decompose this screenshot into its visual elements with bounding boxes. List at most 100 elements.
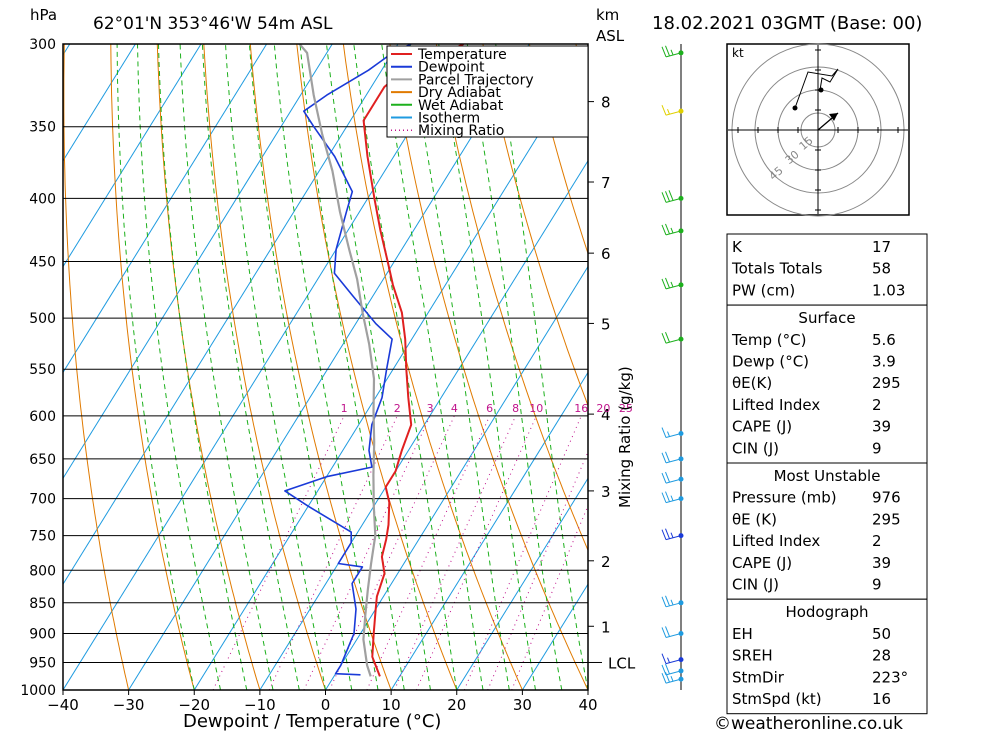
wind-barb-flag: [665, 45, 670, 57]
legend-label: Temperature: [417, 47, 507, 63]
wind-barb: [661, 104, 682, 116]
hodograph-trace: [794, 68, 839, 109]
most_unstable-row-label: Lifted Index: [732, 532, 820, 550]
wind-barb-shaft: [665, 678, 682, 684]
hodograph_stats-row-value: 28: [872, 647, 891, 665]
legend-label: Mixing Ratio: [418, 123, 504, 139]
wind-barb-shaft: [665, 670, 682, 676]
hodograph_stats-row-label: StmDir: [732, 668, 785, 686]
pressure-tick-label: 750: [29, 529, 56, 545]
wind-barb-flag: [661, 664, 667, 676]
wet-adiabat-line: [225, 44, 326, 690]
km-tick-label: 8: [601, 94, 611, 112]
temperature-tick-label: −10: [244, 696, 276, 714]
wind-barb-half-flag: [670, 675, 674, 682]
mixing-ratio-line: [394, 415, 517, 690]
dry-adiabat-line: [528, 44, 588, 256]
wind-barb-flag: [661, 529, 667, 540]
wet-adiabat-line: [438, 44, 536, 690]
legend-label: Dry Adiabat: [418, 85, 501, 101]
wind-barb-shaft: [665, 498, 682, 504]
surface-row-value: 3.9: [872, 353, 896, 371]
surface-title: Surface: [798, 309, 855, 327]
surface-row-value: 9: [872, 439, 882, 457]
km-tick-label: 4: [601, 406, 611, 424]
dewpoint-line: [284, 44, 412, 676]
wind-barb-flag: [661, 46, 667, 58]
dry-adiabat-line: [948, 44, 1000, 690]
pressure-tick-label: 700: [29, 492, 56, 508]
wet-adiabat-line: [137, 44, 221, 690]
wet-adiabat-line: [273, 44, 379, 690]
wet-adiabat-line: [466, 44, 563, 690]
most_unstable-row-label: CIN (J): [732, 576, 779, 594]
wind-barb: [661, 595, 682, 608]
pressure-tick-label: 550: [29, 362, 56, 378]
mixing-ratio-line: [487, 450, 588, 690]
wind-barb: [661, 45, 682, 58]
wind-barb-flag: [661, 224, 667, 236]
pressure-tick-label: 350: [29, 120, 56, 136]
wet-adiabat-line: [179, 44, 274, 690]
wind-barb-half-flag: [670, 495, 674, 501]
wind-barb-shaft: [665, 197, 682, 203]
wind-barb-half-flag: [670, 281, 674, 288]
asl-unit-label: ASL: [596, 27, 625, 45]
legend-label: Parcel Trajectory: [418, 72, 534, 88]
wind-barb-flag: [668, 190, 674, 201]
most_unstable-row-value: 976: [872, 489, 901, 507]
wind-barb: [661, 223, 682, 236]
most_unstable-row-label: CAPE (J): [732, 554, 792, 572]
surface-row-label: Lifted Index: [732, 396, 820, 414]
wind-barb: [661, 331, 682, 344]
mixing-ratio-line: [212, 415, 345, 690]
km-tick-label: 6: [601, 245, 611, 263]
temperature-tick-label: −40: [47, 696, 79, 714]
wind-barb-flag: [665, 471, 670, 483]
wind-barb: [661, 626, 682, 638]
mixing-ratio-line: [511, 504, 588, 690]
isotherm-line: [63, 44, 202, 268]
wind-barb-flag: [661, 427, 667, 438]
wind-barb-flag: [665, 491, 670, 502]
wind-barb-flag: [661, 104, 667, 116]
pressure-tick-label: 950: [29, 655, 56, 671]
wind-barb-flag: [665, 451, 670, 463]
wind-barb-shaft: [665, 433, 682, 438]
wind-barb-flag: [661, 596, 667, 607]
pressure-tick-label: 300: [29, 37, 56, 53]
most_unstable-row-label: Pressure (mb): [732, 489, 837, 507]
wind-barb: [661, 653, 682, 665]
profile-lines: [284, 44, 464, 677]
indices-row-label: Totals Totals: [731, 260, 823, 278]
mixing-ratio-label: 2: [394, 402, 401, 415]
legend-label: Wet Adiabat: [418, 98, 504, 114]
mixing-ratio-label: 3: [427, 402, 434, 415]
pressure-tick-label: 500: [29, 311, 56, 327]
wind-barb-flag: [661, 653, 667, 664]
hodograph_stats-table: [726, 598, 928, 715]
isotherm-line: [63, 44, 136, 162]
wind-barb: [661, 190, 682, 203]
wind-barb-flag: [661, 192, 667, 203]
mixing-ratio-line: [463, 415, 582, 690]
isotherm-line: [63, 44, 399, 586]
mixing-ratio-label: 20: [596, 402, 610, 415]
wind-barb-half-flag: [667, 431, 670, 437]
temperature-tick-label: 10: [382, 696, 401, 714]
wind-barb: [661, 427, 682, 438]
wet-adiabat-line: [495, 44, 588, 690]
isotherm-line: [325, 265, 588, 690]
km-tick-label: 3: [601, 483, 611, 501]
temperature-axis: −40 −30 −20 −10 0 10 20 30 40: [47, 690, 598, 714]
location-title: 62°01'N 353°46'W 54m ASL: [93, 14, 333, 34]
temperature-tick-label: −20: [178, 696, 210, 714]
surface-row-value: 295: [872, 374, 901, 392]
mixing-ratio-label: 16: [574, 402, 588, 415]
wind-barb-flag: [661, 452, 667, 464]
wind-barb: [661, 471, 682, 484]
pressure-tick-label: 1000: [20, 683, 56, 699]
indices-row-value: 1.03: [872, 281, 905, 299]
hodograph_stats-row-value: 16: [872, 690, 891, 708]
